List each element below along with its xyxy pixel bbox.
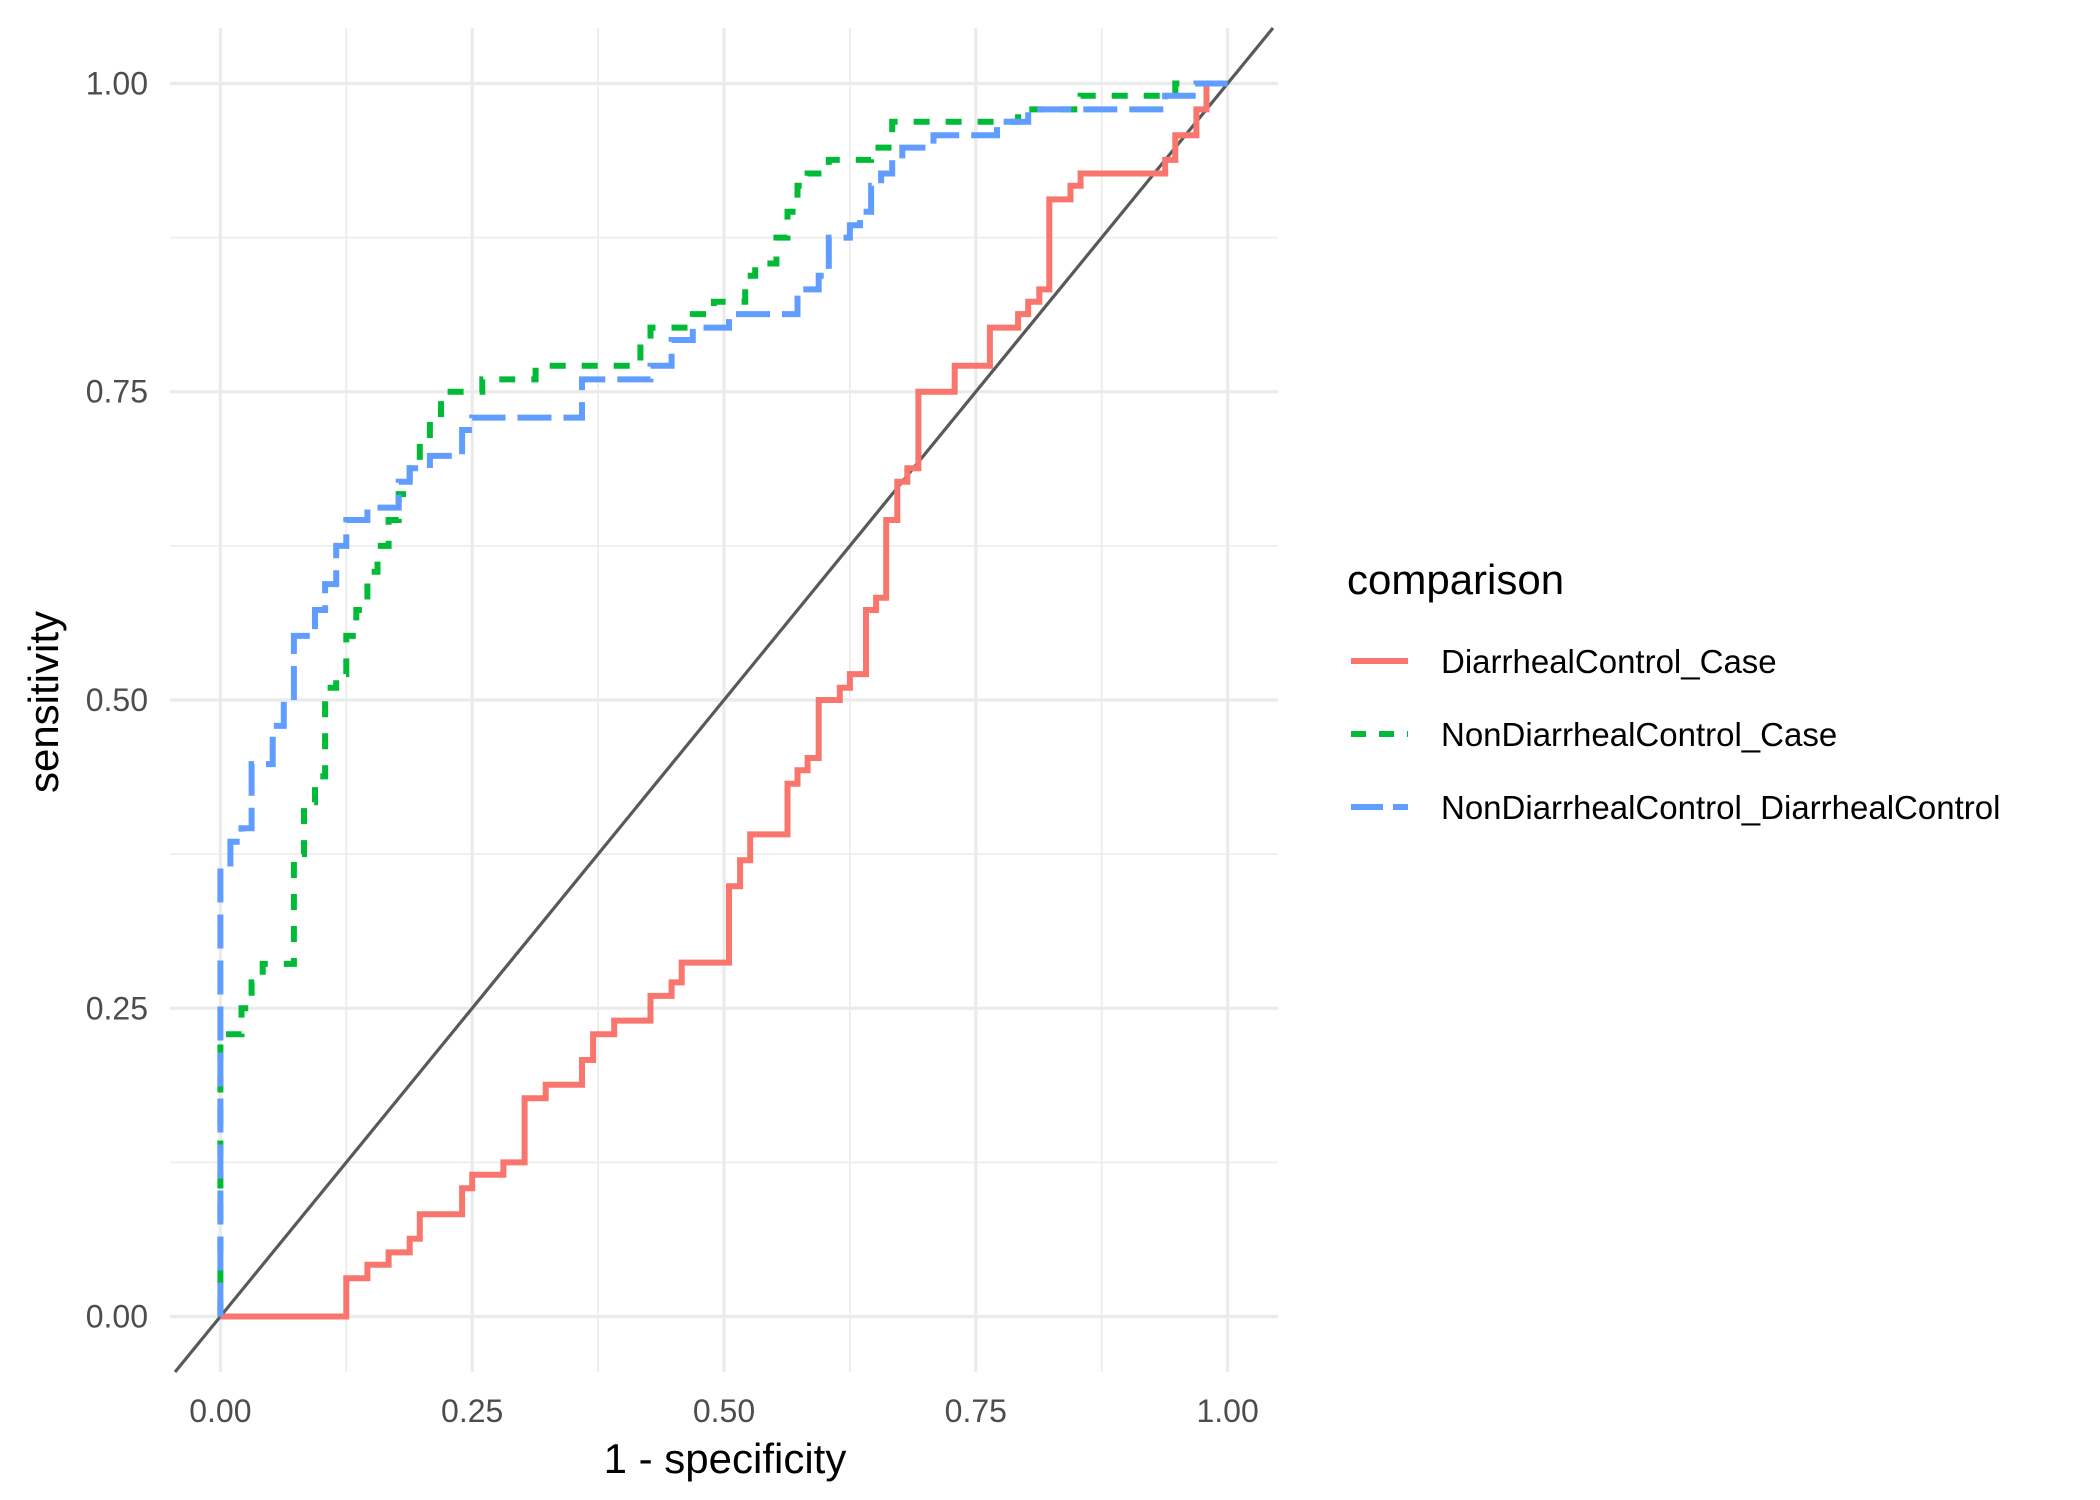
y-tick-label: 0.25 (86, 990, 148, 1026)
roc-curves (217, 80, 1228, 1320)
y-tick-label: 1.00 (86, 65, 148, 101)
legend-label: NonDiarrhealControl_Case (1441, 716, 1837, 753)
major-gridlines (170, 28, 1278, 1372)
x-tick-label: 0.75 (945, 1393, 1007, 1429)
y-tick-label: 0.50 (86, 682, 148, 718)
legend-item: NonDiarrhealControl_DiarrhealControl (1351, 789, 2000, 826)
legend: comparison DiarrhealControl_Case NonDiarr… (1347, 556, 2000, 826)
roc-series-3 (217, 80, 1228, 1317)
reference-line (173, 26, 1275, 1374)
x-axis-title: 1 - specificity (604, 1435, 847, 1482)
y-axis-title: sensitivity (20, 611, 67, 793)
x-tick-label: 1.00 (1196, 1393, 1258, 1429)
x-tick-label: 0.50 (693, 1393, 755, 1429)
x-tick-label: 0.00 (189, 1393, 251, 1429)
y-tick-label: 0.75 (86, 374, 148, 410)
y-tick-label: 0.00 (86, 1299, 148, 1335)
roc-series-2 (217, 80, 1228, 1317)
roc-series-1 (220, 80, 1228, 1320)
legend-item: NonDiarrhealControl_Case (1351, 716, 1837, 753)
legend-label: DiarrhealControl_Case (1441, 643, 1777, 680)
y-axis-tick-labels: 0.00 0.25 0.50 0.75 1.00 (86, 65, 148, 1334)
x-tick-label: 0.25 (441, 1393, 503, 1429)
legend-label: NonDiarrhealControl_DiarrhealControl (1441, 789, 2000, 826)
x-axis-tick-labels: 0.00 0.25 0.50 0.75 1.00 (189, 1393, 1259, 1429)
legend-items: DiarrhealControl_Case NonDiarrhealControl… (1351, 643, 2000, 826)
legend-item: DiarrhealControl_Case (1351, 643, 1777, 680)
legend-title: comparison (1347, 556, 1564, 603)
reference-diagonal-line (173, 26, 1275, 1374)
